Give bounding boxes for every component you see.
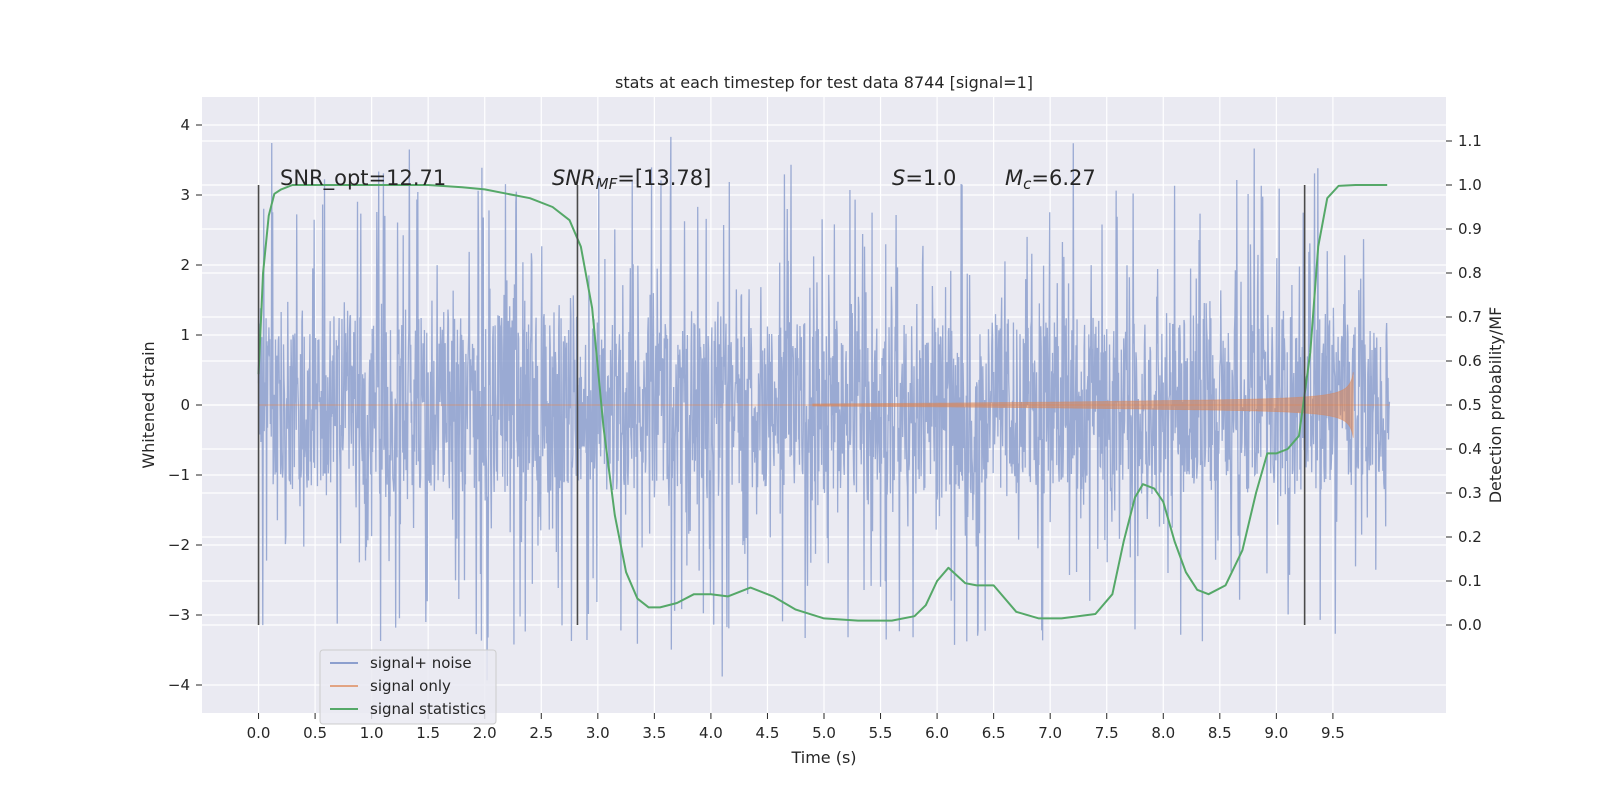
legend-label-signal-statistics: signal statistics	[370, 700, 486, 718]
annotation-mc: Mc=6.27	[1005, 166, 1096, 193]
y-left-tick-label: −3	[168, 606, 190, 624]
y-right-tick-label: 0.6	[1458, 352, 1482, 370]
legend: signal+ noise signal only signal statist…	[319, 649, 497, 725]
y-left-tick-label: 3	[180, 186, 190, 204]
x-tick-label: 4.5	[756, 724, 780, 742]
x-tick-label: 3.0	[586, 724, 610, 742]
chart-title: stats at each timestep for test data 874…	[615, 73, 1033, 92]
y-right-tick-label: 0.0	[1458, 616, 1482, 634]
annotation-mc-value: =6.27	[1031, 166, 1095, 190]
y-right-tick-label: 0.1	[1458, 572, 1482, 590]
x-tick-label: 4.0	[699, 724, 723, 742]
x-tick-label: 0.5	[303, 724, 327, 742]
y-right-tick-label: 1.0	[1458, 176, 1482, 194]
annotation-snr-opt: SNR_opt=12.71	[280, 166, 446, 191]
x-tick-label: 5.0	[812, 724, 836, 742]
y-axis-label-left: Whitened strain	[139, 341, 158, 468]
y-left-tick-label: −1	[168, 466, 190, 484]
x-tick-label: 7.5	[1095, 724, 1119, 742]
y-right-tick-label: 0.7	[1458, 308, 1482, 326]
y-left-tick-label: 4	[180, 116, 190, 134]
x-tick-label: 9.0	[1264, 724, 1288, 742]
y-right-tick-label: 0.9	[1458, 220, 1482, 238]
y-left-tick-label: 2	[180, 256, 190, 274]
annotation-snr-mf-sub: MF	[596, 175, 618, 193]
x-tick-label: 8.0	[1151, 724, 1175, 742]
y-axis-label-right: Detection probability/MF	[1486, 307, 1505, 504]
x-tick-label: 7.0	[1038, 724, 1062, 742]
x-tick-label: 0.0	[247, 724, 271, 742]
annotation-s: S=1.0	[892, 166, 956, 190]
series-signal-noise	[257, 136, 1391, 681]
annotation-mc-sub: c	[1023, 175, 1032, 193]
y-right-tick-label: 1.1	[1458, 132, 1482, 150]
series-signal-statistics	[257, 184, 1388, 622]
x-tick-label: 5.5	[869, 724, 893, 742]
y-right-tick-label: 0.5	[1458, 396, 1482, 414]
x-tick-label: 6.5	[982, 724, 1006, 742]
x-tick-label: 1.0	[360, 724, 384, 742]
legend-label-signal-only: signal only	[370, 677, 451, 695]
y-left-tick-label: −2	[168, 536, 190, 554]
annotation-snr-mf-value: =[13.78]	[617, 166, 711, 190]
y-right-tick-label: 0.2	[1458, 528, 1482, 546]
x-tick-label: 2.0	[473, 724, 497, 742]
y-left-tick-label: 0	[180, 396, 190, 414]
annotation-mc-main: M	[1005, 166, 1023, 190]
y-right-tick-label: 0.4	[1458, 440, 1482, 458]
y-right-tick-label: 0.3	[1458, 484, 1482, 502]
x-tick-label: 9.5	[1321, 724, 1345, 742]
x-tick-label: 8.5	[1208, 724, 1232, 742]
y-left-tick-label: 1	[180, 326, 190, 344]
x-tick-label: 1.5	[416, 724, 440, 742]
x-axis-label: Time (s)	[790, 748, 856, 767]
annotation-s-value: =1.0	[905, 166, 956, 190]
x-tick-label: 6.0	[925, 724, 949, 742]
y-right-tick-label: 0.8	[1458, 264, 1482, 282]
x-tick-label: 3.5	[642, 724, 666, 742]
x-tick-label: 2.5	[529, 724, 553, 742]
y-left-tick-label: −4	[168, 676, 190, 694]
annotation-snr-mf: SNRMF=[13.78]	[552, 166, 711, 193]
legend-label-signal-noise: signal+ noise	[370, 654, 472, 672]
annotation-s-main: S	[892, 166, 905, 190]
legend-box	[319, 649, 497, 725]
annotation-snr-mf-main: SNR	[552, 166, 596, 190]
